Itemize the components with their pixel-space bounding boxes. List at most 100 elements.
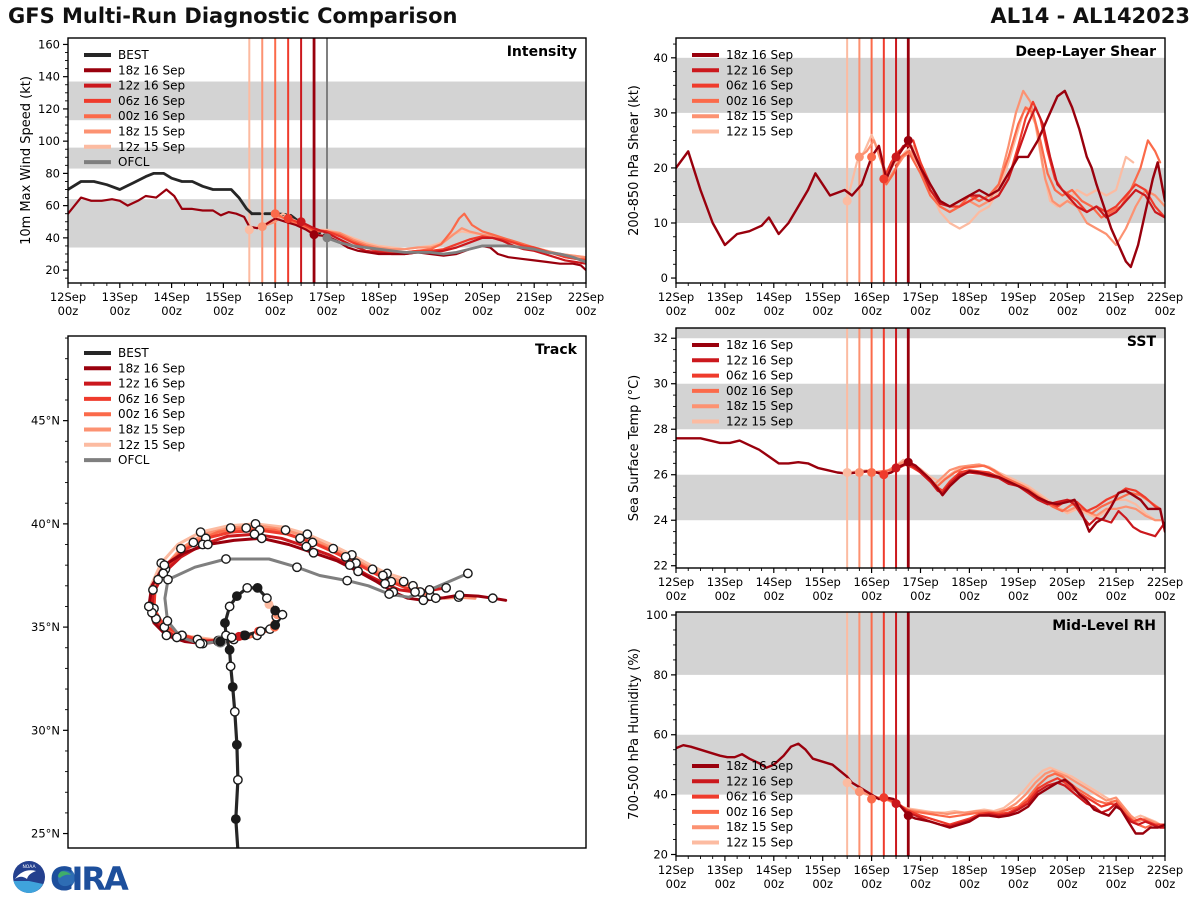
sst-panel-title: SST	[1127, 334, 1157, 350]
svg-text:30°N: 30°N	[31, 723, 60, 737]
svg-text:100: 100	[646, 608, 668, 622]
svg-text:00z: 00z	[715, 877, 736, 891]
shear-legend-label: 18z 15 Sep	[726, 109, 793, 123]
svg-text:22Sep: 22Sep	[1147, 575, 1183, 589]
svg-text:40: 40	[45, 231, 60, 245]
shear-threshold-band	[676, 167, 1165, 223]
svg-text:140: 140	[38, 70, 60, 84]
shear-series-12z-16-Sep	[894, 106, 1165, 219]
svg-text:10: 10	[653, 216, 668, 230]
rh-series-18z-15-Sep	[858, 769, 1162, 826]
svg-text:40: 40	[653, 788, 668, 802]
svg-text:00z: 00z	[715, 304, 736, 318]
intensity-series-OFCL	[325, 236, 586, 264]
intensity-legend-label: 00z 16 Sep	[118, 109, 185, 123]
rh-series-18z-16-Sep	[676, 742, 1165, 835]
svg-text:00z: 00z	[959, 877, 980, 891]
shear-panel-title: Deep-Layer Shear	[1015, 44, 1156, 60]
svg-text:16Sep: 16Sep	[853, 290, 889, 304]
svg-text:00z: 00z	[861, 589, 882, 603]
svg-text:00z: 00z	[213, 304, 234, 318]
rh-init-marker	[842, 778, 852, 788]
sst-init-marker	[891, 463, 901, 473]
svg-text:45°N: 45°N	[31, 414, 60, 428]
svg-text:14Sep: 14Sep	[756, 575, 792, 589]
svg-text:00z: 00z	[910, 304, 931, 318]
rh-series-00z-16-Sep	[870, 772, 1165, 829]
shear-legend-label: 06z 16 Sep	[726, 79, 793, 93]
shear-threshold-band	[676, 57, 1165, 113]
track-panel-title: Track	[535, 342, 578, 358]
intensity-plot-border	[67, 37, 587, 284]
svg-text:00z: 00z	[1008, 877, 1029, 891]
svg-text:00z: 00z	[1155, 589, 1176, 603]
svg-text:00z: 00z	[1008, 304, 1029, 318]
svg-text:80: 80	[45, 166, 60, 180]
svg-text:22Sep: 22Sep	[568, 290, 604, 304]
svg-text:160: 160	[38, 37, 60, 51]
svg-text:21Sep: 21Sep	[1098, 575, 1134, 589]
svg-text:14Sep: 14Sep	[153, 290, 189, 304]
sst-init-marker	[879, 470, 889, 480]
intensity-init-marker	[244, 225, 254, 235]
logo-row: NOAA CIRA	[8, 856, 268, 900]
svg-text:17Sep: 17Sep	[902, 290, 938, 304]
rh-legend-label: 12z 15 Sep	[726, 836, 793, 850]
noaa-label: NOAA	[22, 864, 36, 870]
svg-text:00z: 00z	[861, 877, 882, 891]
intensity-legend-label: 12z 16 Sep	[118, 79, 185, 93]
track-legend-label: 12z 15 Sep	[118, 438, 185, 452]
intensity-series-18z-16-Sep	[68, 188, 586, 272]
cira-label: CIRA	[50, 860, 129, 898]
svg-text:19Sep: 19Sep	[1000, 575, 1036, 589]
storm-id: AL14 - AL142023	[990, 4, 1191, 28]
rh-init-marker	[903, 811, 913, 821]
shear-y-axis-label: 200-850 hPa Shear (kt)	[627, 85, 642, 236]
svg-text:40°N: 40°N	[31, 517, 60, 531]
intensity-y-axis-label: 10m Max Wind Speed (kt)	[19, 76, 34, 245]
rh-legend-label: 12z 16 Sep	[726, 774, 793, 788]
svg-text:12Sep: 12Sep	[658, 290, 694, 304]
track-legend-label: 18z 15 Sep	[118, 423, 185, 437]
svg-text:00z: 00z	[420, 304, 441, 318]
svg-text:00z: 00z	[861, 304, 882, 318]
svg-text:15Sep: 15Sep	[805, 575, 841, 589]
svg-text:20: 20	[653, 848, 668, 862]
svg-text:15Sep: 15Sep	[205, 290, 241, 304]
sst-series-12z-16-Sep	[894, 462, 1165, 538]
svg-text:00z: 00z	[666, 304, 687, 318]
rh-panel: 12Sep00z13Sep00z14Sep00z15Sep00z16Sep00z…	[627, 608, 1183, 891]
svg-text:15Sep: 15Sep	[805, 863, 841, 877]
shear-plot-border	[675, 37, 1166, 284]
rh-legend-label: 00z 16 Sep	[726, 805, 793, 819]
svg-text:17Sep: 17Sep	[902, 863, 938, 877]
svg-text:00z: 00z	[910, 589, 931, 603]
svg-text:21Sep: 21Sep	[1098, 290, 1134, 304]
svg-text:40: 40	[653, 51, 668, 65]
intensity-init-marker	[270, 209, 280, 219]
sst-init-marker	[903, 457, 913, 467]
shear-legend-label: 18z 16 Sep	[726, 48, 793, 62]
track-legend-label: OFCL	[118, 453, 150, 467]
sst-threshold-band	[676, 328, 1165, 339]
svg-text:19Sep: 19Sep	[412, 290, 448, 304]
svg-text:25°N: 25°N	[31, 827, 60, 841]
shear-series-06z-16-Sep	[882, 100, 1165, 219]
intensity-init-marker	[283, 214, 293, 224]
svg-text:00z: 00z	[368, 304, 389, 318]
svg-text:00z: 00z	[666, 589, 687, 603]
shear-init-marker	[854, 152, 864, 162]
rh-plot-border	[675, 611, 1166, 857]
sst-init-marker	[842, 467, 852, 477]
track-markers-BEST	[215, 582, 288, 824]
shear-series-00z-16-Sep	[870, 106, 1162, 219]
svg-text:26: 26	[653, 468, 668, 482]
svg-text:20: 20	[653, 161, 668, 175]
intensity-legend-label: 18z 15 Sep	[118, 125, 185, 139]
